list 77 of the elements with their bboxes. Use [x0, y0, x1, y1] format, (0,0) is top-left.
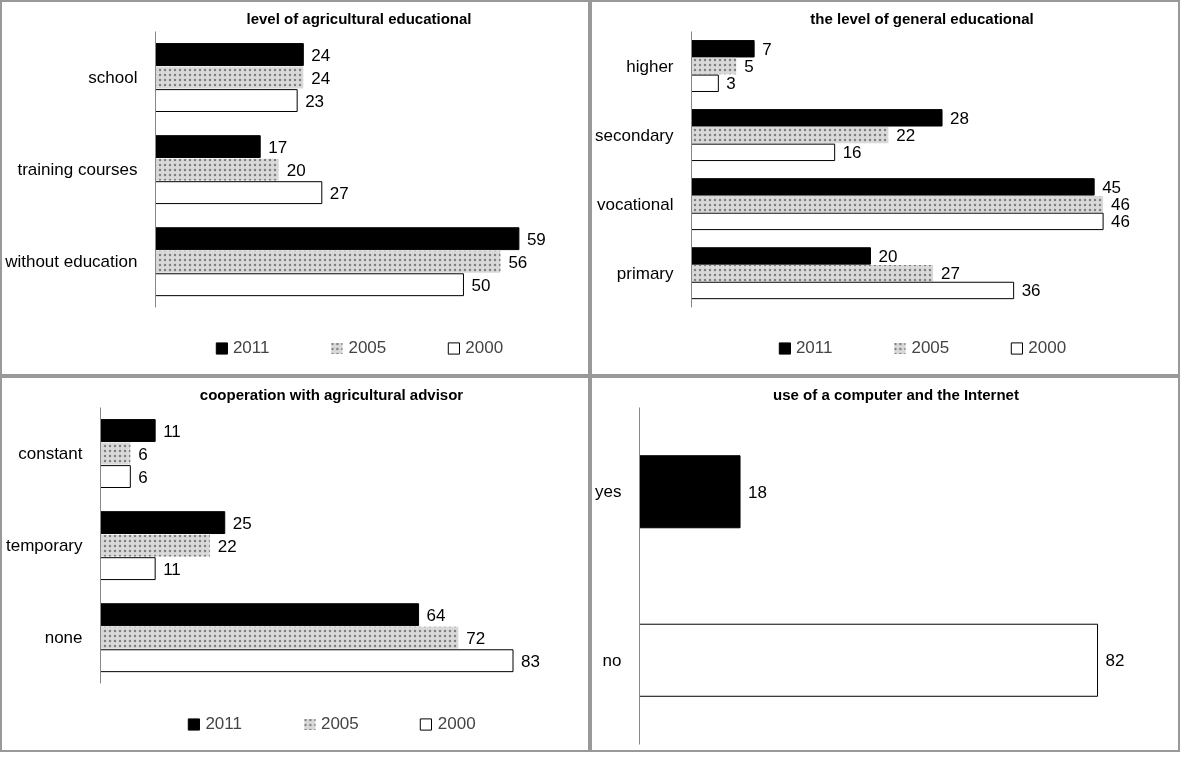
bar — [691, 212, 1104, 231]
data-label: 56 — [508, 252, 528, 272]
bar — [155, 273, 464, 297]
data-label: 46 — [1111, 212, 1131, 232]
bar — [691, 178, 1095, 196]
y-tick-label: yes — [595, 482, 622, 502]
y-tick-label: primary — [616, 263, 674, 283]
data-label: 50 — [471, 275, 491, 295]
data-label: 64 — [426, 605, 446, 625]
data-label: 7 — [762, 39, 772, 59]
bar — [155, 227, 520, 251]
bar — [155, 181, 323, 205]
y-tick-label: without education — [4, 252, 138, 272]
legend-label: 2005 — [911, 338, 950, 358]
bar — [100, 557, 156, 581]
data-label: 25 — [232, 513, 252, 533]
data-label: 3 — [726, 74, 736, 94]
bar — [100, 465, 131, 488]
y-tick-label: higher — [626, 56, 674, 76]
data-label: 11 — [163, 559, 181, 579]
bar — [691, 143, 836, 162]
data-label: 45 — [1102, 177, 1122, 197]
data-label: 24 — [311, 68, 331, 88]
y-tick-label: school — [88, 68, 138, 88]
y-tick-label: training courses — [17, 160, 138, 180]
bar — [100, 419, 156, 442]
legend-label: 2005 — [320, 714, 359, 734]
data-label: 20 — [878, 246, 898, 266]
legend-label: 2005 — [348, 338, 387, 358]
bar — [100, 511, 226, 535]
data-label: 24 — [311, 45, 331, 65]
data-label: 46 — [1111, 195, 1131, 215]
chart-title: cooperation with agricultural advisor — [199, 385, 464, 403]
data-label: 20 — [286, 160, 306, 180]
bar — [155, 135, 261, 159]
bar — [155, 89, 298, 112]
data-label: 11 — [163, 421, 181, 441]
data-label: 27 — [941, 264, 961, 284]
data-label: 16 — [842, 143, 862, 163]
data-label: 6 — [138, 444, 148, 464]
data-label: 27 — [329, 183, 349, 203]
legend-label: 2011 — [232, 338, 270, 358]
legend-label: 2000 — [437, 714, 476, 734]
data-label: 59 — [526, 229, 546, 249]
y-tick-label: secondary — [595, 125, 674, 145]
legend-label: 2000 — [465, 338, 504, 358]
data-label: 83 — [521, 651, 540, 671]
data-label: 22 — [217, 536, 237, 556]
data-label: 72 — [466, 628, 486, 648]
data-label: 6 — [138, 467, 148, 487]
legend-label: 2011 — [205, 714, 242, 734]
data-label: 17 — [268, 137, 288, 157]
bar — [691, 74, 719, 92]
y-tick-label: none — [44, 628, 83, 648]
chart-title: use of a computer and the Internet — [773, 385, 1019, 403]
bar — [100, 603, 420, 627]
legend-label: 2011 — [795, 338, 833, 358]
chart-title: level of agricultural educational — [246, 9, 472, 27]
y-tick-label: temporary — [5, 536, 83, 556]
data-label: 23 — [305, 91, 325, 111]
data-label: 22 — [896, 126, 916, 146]
y-tick-label: constant — [18, 444, 83, 464]
bar — [691, 247, 871, 265]
bar — [100, 649, 514, 673]
y-tick-label: vocational — [596, 194, 674, 214]
data-label: 5 — [744, 57, 754, 77]
bar — [691, 40, 755, 58]
bar — [691, 281, 1015, 300]
bar — [155, 43, 304, 66]
legend-label: 2000 — [1028, 338, 1067, 358]
data-label: 18 — [748, 482, 767, 502]
chart-title: the level of general educational — [810, 9, 1034, 27]
y-tick-label: no — [602, 650, 622, 670]
data-label: 82 — [1105, 651, 1125, 671]
bar — [691, 109, 943, 127]
data-label: 36 — [1021, 281, 1041, 301]
data-label: 28 — [950, 108, 969, 128]
